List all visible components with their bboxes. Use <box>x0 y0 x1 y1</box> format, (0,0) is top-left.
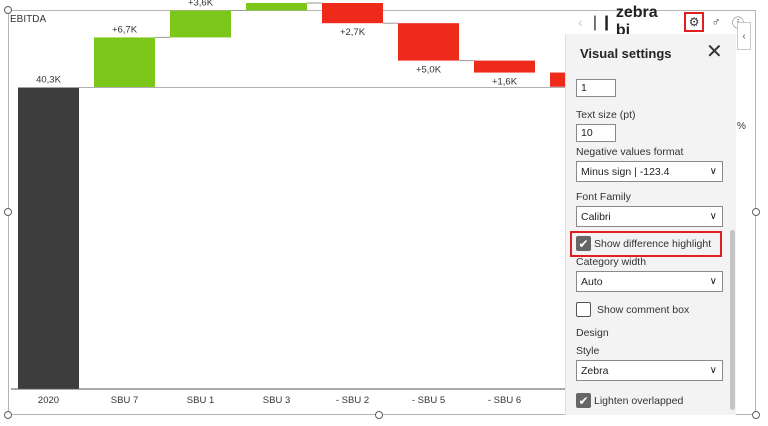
bar-2 <box>170 10 231 38</box>
visual-header: ‹ ❘❙ zebra bi ⚙ ♂ ⓘ <box>578 4 748 39</box>
category-label-5: - SBU 5 <box>412 395 445 406</box>
show-comment-row[interactable]: Show comment box <box>576 302 689 317</box>
chevron-down-icon: ∨ <box>709 211 717 222</box>
panel-scrollbar[interactable] <box>730 230 735 410</box>
category-width-select[interactable]: Auto ∨ <box>576 271 723 292</box>
collapse-panel-button[interactable]: ‹ <box>737 22 751 50</box>
chevron-down-icon: ∨ <box>709 365 717 376</box>
negative-values-select[interactable]: Minus sign | -123.4 ∨ <box>576 161 723 182</box>
resize-handle-bottom[interactable] <box>375 411 383 419</box>
lighten-overlapped-label: Lighten overlapped <box>594 394 684 407</box>
category-label-3: SBU 3 <box>263 395 290 406</box>
category-label-4: - SBU 2 <box>336 395 369 406</box>
data-label-1: +6,7K <box>112 24 138 35</box>
data-label-2: +3,6K <box>188 0 214 8</box>
chevron-left-icon: ‹ <box>742 30 746 42</box>
style-value: Zebra <box>581 365 609 377</box>
resize-handle-left[interactable] <box>4 208 12 216</box>
text-size-label: Text size (pt) <box>576 109 636 121</box>
chevron-left-icon[interactable]: ‹ <box>578 14 583 30</box>
category-label-2: SBU 1 <box>187 395 214 406</box>
show-difference-checkbox[interactable]: ✔ <box>576 236 591 251</box>
data-label-5: +5,0K <box>416 65 442 76</box>
user-icon[interactable]: ♂ <box>711 15 721 29</box>
zebra-logo-icon: ❘❙ <box>588 14 613 31</box>
show-comment-checkbox[interactable] <box>576 302 591 317</box>
panel-title: Visual settings <box>580 46 672 61</box>
resize-handle-bottom-left[interactable] <box>4 411 12 419</box>
negative-values-value: Minus sign | -123.4 <box>581 166 670 178</box>
resize-handle-bottom-right[interactable] <box>752 411 760 419</box>
category-width-label: Category width <box>576 256 647 268</box>
negative-values-label: Negative values format <box>576 146 684 158</box>
show-difference-label: Show difference highlight <box>594 237 712 250</box>
design-label: Design <box>576 327 609 339</box>
style-select[interactable]: Zebra ∨ <box>576 360 723 381</box>
bar-6 <box>474 60 535 73</box>
show-comment-label: Show comment box <box>597 303 690 316</box>
category-width-value: Auto <box>581 276 603 288</box>
gear-icon[interactable]: ⚙ <box>684 12 705 32</box>
data-label-4: +2,7K <box>340 27 366 38</box>
chart-title: EBITDA <box>10 14 47 25</box>
close-icon[interactable]: ✕ <box>706 41 723 63</box>
number-input[interactable]: 1 <box>576 79 616 97</box>
category-label-1: SBU 7 <box>111 395 138 406</box>
data-label-6: +1,6K <box>492 77 518 88</box>
bar-4 <box>322 2 383 24</box>
category-label-0: 2020 <box>38 395 59 406</box>
show-difference-row[interactable]: ✔ Show difference highlight <box>576 236 711 251</box>
partial-value-label: % <box>737 121 746 132</box>
highlight-frame <box>570 231 722 257</box>
chevron-down-icon: ∨ <box>709 276 717 287</box>
font-family-value: Calibri <box>581 211 611 223</box>
visual-settings-panel: Visual settings ✕ 1 Text size (pt) 10 Ne… <box>565 34 736 415</box>
lighten-overlapped-checkbox[interactable]: ✔ <box>576 393 591 408</box>
text-size-input[interactable]: 10 <box>576 124 616 142</box>
data-label-3: +1,0K <box>264 0 290 1</box>
category-label-6: - SBU 6 <box>488 395 521 406</box>
resize-handle-top-left[interactable] <box>4 6 12 14</box>
bar-0 <box>18 87 79 390</box>
font-family-select[interactable]: Calibri ∨ <box>576 206 723 227</box>
chevron-down-icon: ∨ <box>709 166 717 177</box>
style-label: Style <box>576 345 600 357</box>
bar-5 <box>398 23 459 61</box>
lighten-overlapped-row[interactable]: ✔ Lighten overlapped <box>576 393 683 408</box>
bar-1 <box>94 37 155 88</box>
bar-3 <box>246 2 307 11</box>
resize-handle-right[interactable] <box>752 208 760 216</box>
data-label-0: 40,3K <box>36 75 61 86</box>
font-family-label: Font Family <box>576 191 631 203</box>
